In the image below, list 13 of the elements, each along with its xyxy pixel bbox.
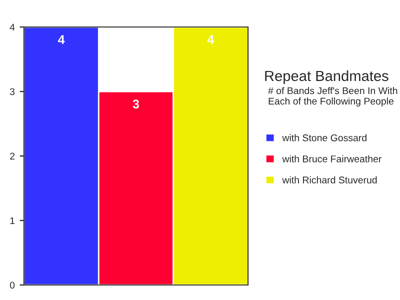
y-tick-label: 1	[10, 217, 14, 224]
data-label: 4	[58, 35, 65, 44]
legend-label: with Richard Stuverud	[282, 176, 377, 184]
text: Repeat Bandmates	[265, 70, 388, 84]
y-tick-label: 0	[10, 282, 15, 289]
legend-label: with Bruce Fairweather	[282, 155, 382, 162]
y-tick-label: 2	[10, 152, 14, 160]
y-tick-label: 4	[10, 24, 15, 31]
data-label: 4	[207, 35, 214, 44]
y-tick-label: 3	[10, 88, 15, 96]
text: # of Bands Jeff's Been In With Each of the Following People	[268, 87, 398, 107]
legend-label: with Stone Gossard	[282, 134, 366, 142]
data-label: 3	[132, 100, 140, 108]
